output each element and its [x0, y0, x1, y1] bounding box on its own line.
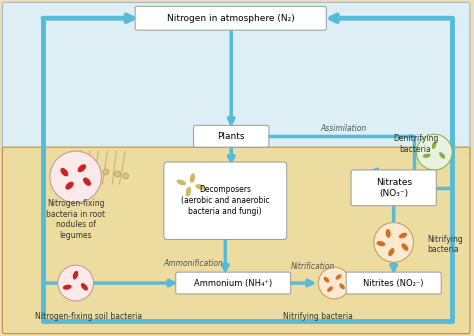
FancyBboxPatch shape	[2, 147, 470, 334]
Text: Nitrogen-fixing
bacteria in root
nodules of
legumes: Nitrogen-fixing bacteria in root nodules…	[46, 200, 105, 240]
Ellipse shape	[386, 229, 391, 238]
Ellipse shape	[388, 248, 394, 256]
Text: Nitrogen-fixing soil bacteria: Nitrogen-fixing soil bacteria	[35, 312, 142, 321]
Text: Assimilation: Assimilation	[320, 124, 366, 133]
Text: Nitrification: Nitrification	[291, 262, 336, 271]
Text: Nitrites (NO₂⁻): Nitrites (NO₂⁻)	[364, 279, 424, 288]
Ellipse shape	[65, 182, 74, 190]
Ellipse shape	[83, 177, 91, 186]
Ellipse shape	[339, 284, 345, 289]
Text: Nitrifying
bacteria: Nitrifying bacteria	[428, 235, 463, 254]
FancyBboxPatch shape	[176, 272, 291, 294]
Circle shape	[50, 151, 101, 203]
FancyBboxPatch shape	[164, 162, 287, 240]
Ellipse shape	[81, 283, 88, 291]
Ellipse shape	[439, 152, 445, 159]
Ellipse shape	[327, 286, 333, 292]
Circle shape	[90, 165, 96, 171]
Ellipse shape	[63, 285, 72, 290]
Ellipse shape	[376, 241, 385, 246]
Circle shape	[112, 171, 118, 177]
Text: Nitrates
(NO₃⁻): Nitrates (NO₃⁻)	[375, 178, 412, 198]
Circle shape	[96, 167, 102, 173]
Text: Nitrogen in atmosphere (N₂): Nitrogen in atmosphere (N₂)	[167, 14, 295, 23]
Ellipse shape	[73, 271, 78, 280]
Ellipse shape	[336, 274, 341, 280]
Circle shape	[76, 163, 82, 169]
FancyBboxPatch shape	[135, 6, 326, 30]
Text: Ammonium (NH₄⁺): Ammonium (NH₄⁺)	[194, 279, 273, 288]
Ellipse shape	[177, 179, 186, 185]
Bar	[212, 178, 217, 192]
Circle shape	[319, 267, 350, 299]
Text: Ammonification: Ammonification	[164, 259, 224, 268]
Circle shape	[173, 167, 209, 203]
Ellipse shape	[324, 277, 329, 283]
Ellipse shape	[190, 173, 195, 183]
Text: Denitrifying
bacteria: Denitrifying bacteria	[393, 134, 438, 154]
Text: Plants: Plants	[218, 132, 245, 141]
FancyBboxPatch shape	[193, 125, 269, 147]
Circle shape	[58, 265, 93, 301]
Ellipse shape	[207, 174, 222, 181]
Circle shape	[121, 173, 127, 179]
Ellipse shape	[432, 141, 437, 149]
Ellipse shape	[399, 233, 407, 239]
Circle shape	[417, 134, 452, 170]
FancyBboxPatch shape	[2, 2, 470, 156]
Ellipse shape	[186, 187, 191, 197]
FancyBboxPatch shape	[351, 170, 436, 206]
Ellipse shape	[195, 184, 205, 190]
Text: Nitrifying bacteria: Nitrifying bacteria	[283, 312, 353, 321]
Bar	[222, 182, 227, 196]
Circle shape	[106, 169, 112, 175]
Ellipse shape	[401, 243, 409, 251]
Text: Decomposers
(aerobic and anaerobic
bacteria and fungi): Decomposers (aerobic and anaerobic bacte…	[181, 185, 270, 216]
Ellipse shape	[423, 154, 430, 158]
Ellipse shape	[216, 178, 232, 185]
Ellipse shape	[78, 164, 86, 172]
Circle shape	[374, 222, 413, 262]
Ellipse shape	[60, 168, 68, 176]
FancyBboxPatch shape	[346, 272, 441, 294]
